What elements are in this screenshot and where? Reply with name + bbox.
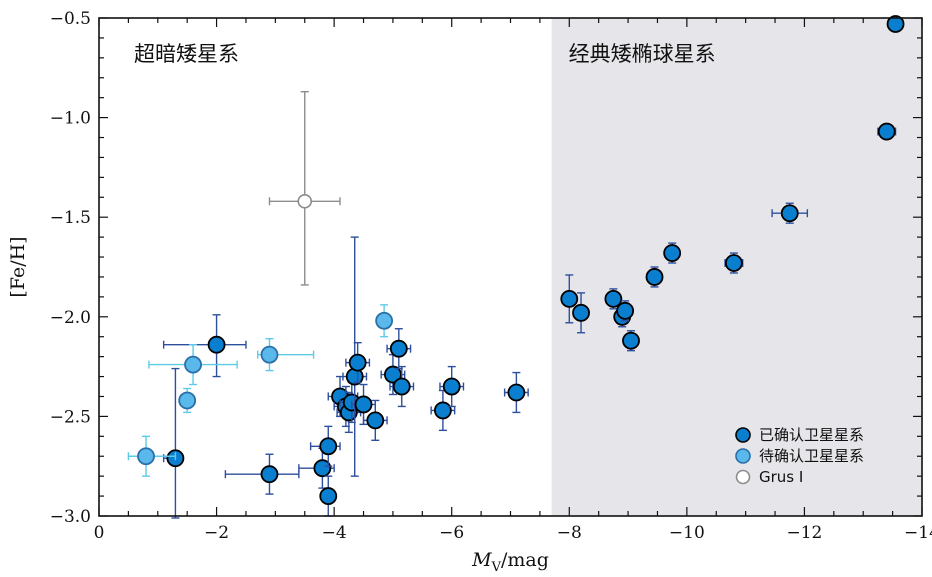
data-point <box>573 305 589 321</box>
data-point <box>561 291 577 307</box>
data-point <box>261 347 277 363</box>
y-tick-label: −1.0 <box>50 109 91 129</box>
data-point <box>617 303 633 319</box>
legend-label: 待确认卫星星系 <box>759 447 864 465</box>
data-point <box>209 337 225 353</box>
data-point <box>367 412 383 428</box>
data-point <box>376 313 392 329</box>
x-tick-label: −6 <box>439 523 464 543</box>
x-tick-label: −14 <box>904 523 932 543</box>
data-point <box>261 466 277 482</box>
data-point <box>394 379 410 395</box>
x-tick-label: −4 <box>322 523 347 543</box>
data-point <box>623 333 639 349</box>
legend-marker <box>736 449 750 463</box>
data-point <box>782 205 798 221</box>
region-labels: 超暗矮星系 经典矮椭球星系 <box>134 42 716 66</box>
x-axis-title-sub: V <box>491 560 502 575</box>
x-tick-label: −8 <box>557 523 582 543</box>
region-label-1: 经典矮椭球星系 <box>569 42 716 66</box>
x-tick-label: −10 <box>669 523 705 543</box>
data-point <box>435 402 451 418</box>
x-tick-label: −2 <box>204 523 229 543</box>
data-point <box>298 195 311 208</box>
x-axis-title: MV/mag <box>471 549 549 575</box>
data-point <box>664 245 680 261</box>
data-point <box>185 357 201 373</box>
x-tick-label: 0 <box>94 523 105 543</box>
x-axis-title-unit: /mag <box>501 549 549 571</box>
data-point <box>356 396 372 412</box>
y-tick-label: −3.0 <box>50 507 91 527</box>
data-point <box>138 448 154 464</box>
x-axis-title-main: M <box>471 549 492 571</box>
legend-marker <box>736 428 750 442</box>
data-point <box>350 355 366 371</box>
region-label-0: 超暗矮星系 <box>134 42 239 66</box>
series-1 <box>128 305 392 476</box>
y-tick-label: −2.0 <box>50 308 91 328</box>
data-point <box>391 341 407 357</box>
legend-label: 已确认卫星星系 <box>759 426 864 444</box>
data-point <box>647 269 663 285</box>
data-point <box>444 379 460 395</box>
data-point <box>320 488 336 504</box>
legend-label: Grus I <box>759 468 803 486</box>
legend-marker <box>737 471 750 484</box>
y-tick-label: −2.5 <box>50 407 91 427</box>
data-point <box>879 124 895 140</box>
y-axis-title: [Fe/H] <box>7 236 29 297</box>
data-point <box>508 384 524 400</box>
y-tick-label: −0.5 <box>50 9 91 29</box>
data-point <box>320 438 336 454</box>
series-2 <box>269 92 340 285</box>
data-point <box>179 392 195 408</box>
x-tick-label: −12 <box>786 523 822 543</box>
data-point <box>726 255 742 271</box>
y-tick-label: −1.5 <box>50 208 91 228</box>
